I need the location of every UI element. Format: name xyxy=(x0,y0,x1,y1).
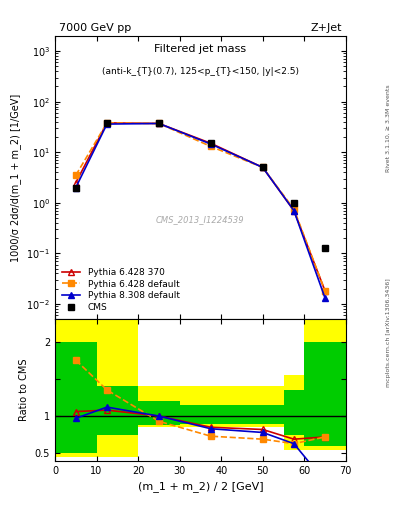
Bar xyxy=(283,390,304,435)
Bar xyxy=(55,319,97,457)
Pythia 8.308 default xyxy=(323,295,327,301)
Pythia 6.428 370 xyxy=(156,120,161,126)
Pythia 6.428 370 xyxy=(208,140,213,146)
CMS xyxy=(323,245,327,251)
Pythia 6.428 default xyxy=(73,172,78,178)
Pythia 8.308 default xyxy=(73,184,78,190)
Pythia 8.308 default xyxy=(208,141,213,147)
Text: mcplots.cern.ch [arXiv:1306.3436]: mcplots.cern.ch [arXiv:1306.3436] xyxy=(386,279,391,387)
Pythia 6.428 default xyxy=(292,206,296,212)
Pythia 6.428 370 xyxy=(261,164,265,170)
Bar xyxy=(283,375,304,450)
Line: Pythia 6.428 default: Pythia 6.428 default xyxy=(73,120,328,294)
CMS xyxy=(292,200,296,206)
Legend: Pythia 6.428 370, Pythia 6.428 default, Pythia 8.308 default, CMS: Pythia 6.428 370, Pythia 6.428 default, … xyxy=(59,265,182,315)
Text: (anti-k_{T}(0.7), 125<p_{T}<150, |y|<2.5): (anti-k_{T}(0.7), 125<p_{T}<150, |y|<2.5… xyxy=(102,67,299,76)
Pythia 6.428 370 xyxy=(73,180,78,186)
CMS xyxy=(156,120,161,126)
Bar xyxy=(304,342,346,446)
Pythia 8.308 default xyxy=(105,121,109,127)
Text: Filtered jet mass: Filtered jet mass xyxy=(154,45,246,54)
Line: CMS: CMS xyxy=(72,120,329,251)
Y-axis label: Ratio to CMS: Ratio to CMS xyxy=(19,359,29,421)
Text: CMS_2013_I1224539: CMS_2013_I1224539 xyxy=(156,216,245,224)
Bar xyxy=(55,342,97,453)
CMS xyxy=(105,120,109,126)
Pythia 6.428 370 xyxy=(105,120,109,126)
Bar xyxy=(180,386,283,427)
Text: 7000 GeV pp: 7000 GeV pp xyxy=(59,23,131,33)
CMS xyxy=(261,164,265,170)
Pythia 6.428 default xyxy=(323,288,327,294)
Bar xyxy=(138,401,180,425)
Line: Pythia 6.428 370: Pythia 6.428 370 xyxy=(73,120,328,294)
Pythia 6.428 370 xyxy=(323,288,327,294)
Pythia 8.308 default xyxy=(292,207,296,214)
Line: Pythia 8.308 default: Pythia 8.308 default xyxy=(73,121,328,301)
Pythia 6.428 370 xyxy=(292,207,296,214)
Bar xyxy=(97,386,138,435)
Y-axis label: 1000/σ 2dσ/d(m_1 + m_2) [1/GeV]: 1000/σ 2dσ/d(m_1 + m_2) [1/GeV] xyxy=(10,93,21,262)
Bar xyxy=(180,405,283,423)
Pythia 8.308 default xyxy=(261,164,265,170)
Pythia 6.428 default xyxy=(261,164,265,170)
CMS xyxy=(73,184,78,190)
Bar xyxy=(304,319,346,450)
Text: Rivet 3.1.10, ≥ 3.3M events: Rivet 3.1.10, ≥ 3.3M events xyxy=(386,84,391,172)
Pythia 8.308 default xyxy=(156,120,161,126)
Pythia 6.428 default xyxy=(105,120,109,126)
Text: Z+Jet: Z+Jet xyxy=(310,23,342,33)
X-axis label: (m_1 + m_2) / 2 [GeV]: (m_1 + m_2) / 2 [GeV] xyxy=(138,481,263,492)
CMS xyxy=(208,140,213,146)
Pythia 6.428 default xyxy=(156,120,161,126)
Bar xyxy=(97,319,138,457)
Pythia 6.428 default xyxy=(208,143,213,150)
Bar xyxy=(138,386,180,427)
